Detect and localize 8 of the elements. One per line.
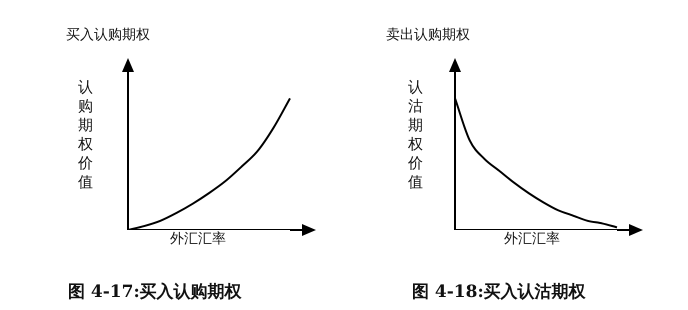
chart-title: 卖出认购期权 <box>386 26 470 44</box>
x-axis-title: 外汇汇率 <box>504 230 560 248</box>
chart-title: 买入认购期权 <box>66 26 150 44</box>
y-axis-title: 认沽期权价值 <box>408 78 424 192</box>
caption: 图 4-17:买入认购期权 <box>68 281 242 303</box>
x-axis-title: 外汇汇率 <box>170 230 226 248</box>
caption: 图 4-18:买入认沽期权 <box>412 281 586 303</box>
y-axis-title: 认购期权价值 <box>78 78 94 192</box>
